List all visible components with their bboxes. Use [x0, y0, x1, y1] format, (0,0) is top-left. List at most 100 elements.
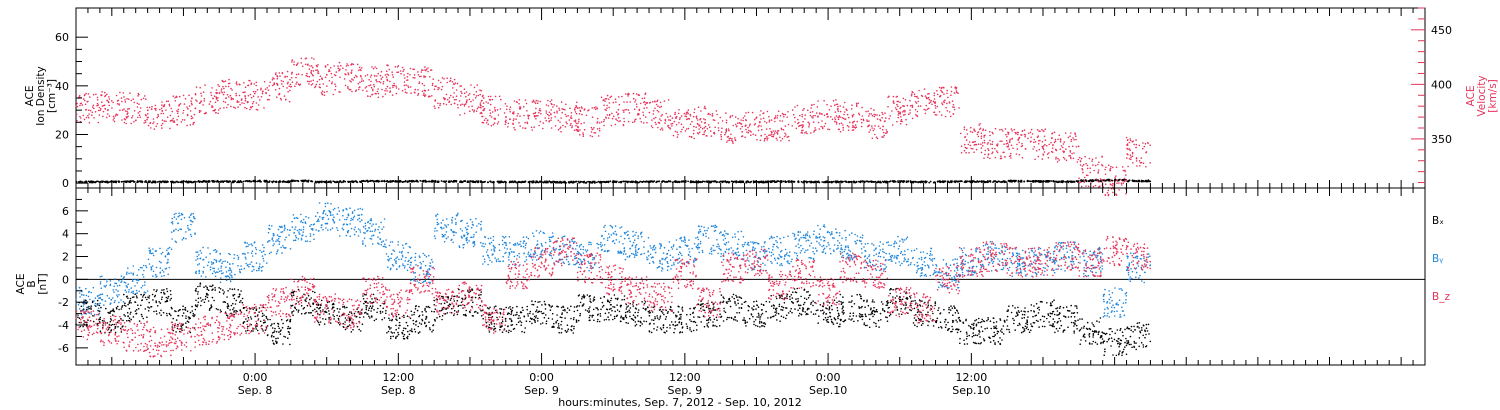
data-point [874, 125, 876, 127]
data-point [794, 121, 796, 123]
data-point [423, 84, 426, 87]
data-point [529, 180, 532, 183]
data-point [629, 101, 631, 103]
data-point [197, 291, 199, 293]
data-point [821, 181, 824, 183]
data-point [946, 92, 948, 95]
data-point [206, 286, 208, 289]
data-point [1104, 168, 1106, 171]
data-point [1010, 144, 1013, 147]
data-point [596, 181, 598, 184]
data-point [1125, 179, 1127, 182]
data-point [431, 95, 433, 97]
data-point [372, 67, 375, 70]
data-point [373, 85, 376, 88]
data-point [117, 326, 119, 328]
data-point [593, 106, 596, 109]
data-point [163, 293, 165, 295]
data-point [689, 180, 692, 183]
data-point [1031, 133, 1034, 135]
data-point [382, 80, 385, 83]
data-point [273, 78, 275, 80]
data-point [1011, 130, 1013, 132]
data-point [606, 114, 609, 116]
data-point [559, 121, 561, 123]
data-point [643, 122, 645, 124]
data-point [140, 98, 143, 101]
data-point [155, 125, 157, 128]
data-point [606, 107, 608, 109]
data-point [976, 180, 979, 182]
data-point [347, 86, 349, 88]
data-point [701, 181, 703, 184]
data-point [150, 108, 153, 110]
data-point [424, 181, 427, 183]
data-point [643, 97, 646, 99]
data-point [545, 110, 547, 112]
y-tick-label-top: 20 [55, 128, 69, 141]
data-point [1071, 145, 1074, 148]
data-point [423, 92, 425, 95]
data-point [127, 98, 130, 100]
data-point [1004, 180, 1006, 183]
data-point [195, 299, 197, 302]
data-point [144, 180, 147, 183]
data-point [1115, 175, 1117, 177]
data-point [248, 180, 251, 183]
data-point [585, 181, 588, 184]
data-point [112, 308, 114, 311]
data-point [982, 128, 985, 130]
data-point [905, 181, 908, 184]
data-point [466, 99, 468, 101]
data-point [968, 152, 970, 154]
data-point [911, 181, 914, 183]
data-point [1143, 145, 1146, 148]
data-point [571, 181, 574, 184]
data-point [677, 112, 680, 115]
data-point [241, 102, 243, 104]
data-point [865, 180, 868, 183]
data-point [458, 100, 461, 102]
data-point [703, 131, 706, 133]
data-point [805, 180, 808, 183]
data-point [176, 110, 178, 112]
data-point [1026, 180, 1029, 183]
data-point [918, 89, 920, 92]
data-point [1115, 193, 1117, 195]
data-point [804, 114, 806, 116]
data-point [161, 109, 163, 112]
data-point [369, 76, 372, 78]
data-point [532, 180, 535, 183]
data-point [1128, 148, 1131, 150]
data-point [472, 99, 474, 101]
data-point [208, 180, 211, 183]
data-point [687, 112, 689, 115]
data-point [295, 76, 297, 79]
data-point [263, 107, 265, 109]
data-point [519, 125, 521, 127]
data-point [265, 317, 268, 319]
data-point [137, 116, 139, 119]
data-point [538, 109, 541, 112]
data-point [368, 84, 370, 87]
data-point [1130, 156, 1132, 158]
data-point [369, 95, 372, 98]
data-point [1044, 128, 1047, 130]
data-point [295, 73, 298, 76]
data-point [348, 180, 351, 183]
data-point [917, 100, 920, 103]
data-point [204, 298, 207, 301]
data-point [205, 181, 207, 184]
data-point [760, 125, 762, 127]
data-point [534, 102, 537, 105]
data-point [905, 123, 908, 126]
data-point [424, 179, 427, 182]
data-point [211, 87, 213, 89]
data-point [494, 110, 497, 112]
data-point [847, 129, 850, 132]
data-point [377, 88, 379, 90]
data-point [897, 181, 900, 184]
data-point [182, 109, 185, 112]
data-point [519, 115, 521, 117]
data-point [194, 93, 197, 95]
